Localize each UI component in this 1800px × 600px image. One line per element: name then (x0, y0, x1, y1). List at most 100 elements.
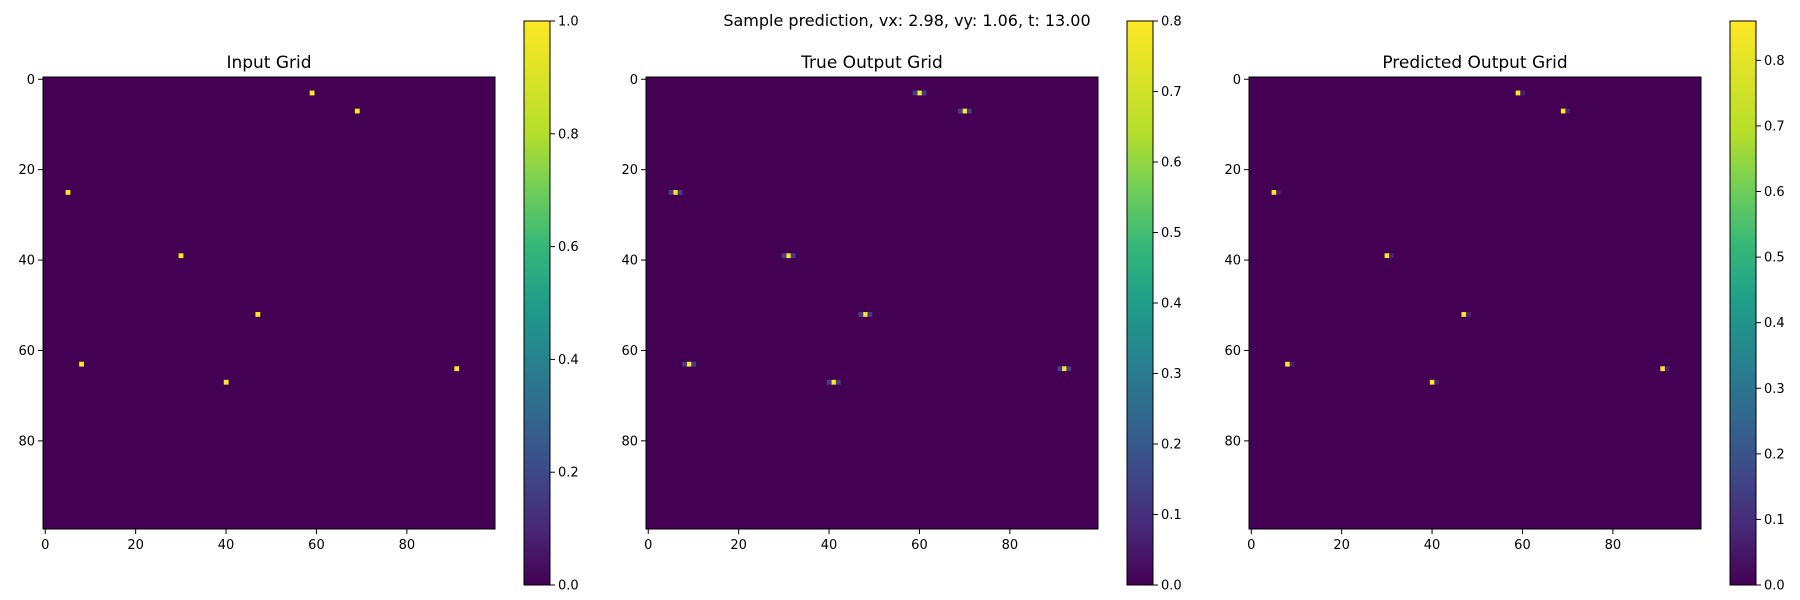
x-tick-label: 40 (218, 538, 235, 553)
heatmap-cell (65, 190, 71, 195)
x-tick-label: 20 (730, 538, 747, 553)
y-tick-label: 60 (18, 344, 35, 359)
axes-frame (1248, 76, 1702, 530)
x-tick-label: 80 (399, 538, 416, 553)
heatmap-background (646, 77, 1098, 529)
panel-title: Input Grid (226, 53, 311, 73)
heatmap-cell (1664, 366, 1670, 372)
heatmap-cell (178, 253, 184, 259)
heatmap-cell (255, 312, 261, 317)
colorbar (524, 21, 550, 585)
x-tick-label: 40 (821, 538, 838, 553)
heatmap-cell (867, 312, 873, 317)
colorbar-tick-label: 0.4 (1764, 316, 1785, 331)
colorbar-tick-label: 0.8 (1161, 15, 1182, 30)
heatmap-cell (1660, 366, 1666, 372)
colorbar-tick-label: 0.1 (1161, 508, 1182, 523)
x-tick-label: 80 (1605, 538, 1622, 553)
heatmap-cell (79, 361, 84, 367)
heatmap-cell (1066, 366, 1072, 372)
panel-title: True Output Grid (800, 53, 943, 73)
heatmap-cell (677, 190, 683, 195)
colorbar-tick-label: 0.7 (1161, 85, 1182, 100)
y-tick-label: 60 (1224, 344, 1241, 359)
colorbar-tick-label: 0.3 (1161, 367, 1182, 382)
axes-frame (645, 76, 1099, 530)
colorbar-tick-label: 0.5 (1764, 251, 1785, 266)
x-tick-label: 60 (911, 538, 928, 553)
x-tick-label: 40 (1424, 538, 1441, 553)
heatmap-cell (223, 379, 229, 385)
heatmap-cell (454, 366, 460, 372)
heatmap-cell (1520, 90, 1526, 96)
heatmap-cell (831, 379, 837, 385)
colorbar (1730, 21, 1756, 585)
heatmap-cell (835, 379, 841, 385)
heatmap-cell (781, 253, 787, 259)
heatmap-background (43, 77, 495, 529)
heatmap-cell (912, 90, 918, 96)
x-tick-label: 0 (1247, 538, 1255, 553)
heatmap-cell (1057, 366, 1063, 372)
heatmap-cell (1271, 190, 1277, 195)
colorbar-tick-label: 0.2 (558, 466, 579, 481)
heatmap-cell (1461, 312, 1467, 317)
heatmap-cell (354, 108, 360, 114)
colorbar-tick-label: 0.2 (1161, 438, 1182, 453)
heatmap-cell (1061, 366, 1067, 372)
heatmap-cell (786, 253, 791, 259)
y-tick-label: 40 (621, 254, 638, 269)
heatmap-cell (858, 312, 864, 317)
heatmap-cell (1429, 379, 1435, 385)
heatmap-cell (673, 190, 678, 195)
y-tick-label: 0 (1233, 73, 1241, 88)
colorbar-frame (523, 20, 551, 586)
colorbar-tick-label: 0.6 (558, 240, 579, 255)
heatmap-cell (309, 90, 315, 96)
heatmap-background (1249, 77, 1701, 529)
heatmap-cell (862, 312, 868, 317)
panel-3: Predicted Output Grid 0 20 40 60 80 0 20 40 60 80 0… (1224, 20, 1785, 594)
colorbar-tick-label: 0.1 (1764, 513, 1785, 528)
heatmap-cell (1389, 253, 1394, 259)
y-tick-label: 20 (621, 163, 638, 178)
y-tick-label: 80 (18, 434, 35, 449)
y-tick-label: 20 (18, 163, 35, 178)
heatmap-cell (966, 108, 972, 114)
colorbar-tick-label: 0.0 (1764, 579, 1785, 594)
heatmap-cell (921, 90, 927, 96)
axes-frame (42, 76, 496, 530)
colorbar-tick-label: 0.5 (1161, 226, 1182, 241)
colorbar-tick-label: 0.0 (1161, 579, 1182, 594)
y-tick-label: 40 (18, 254, 35, 269)
x-tick-label: 0 (41, 538, 49, 553)
x-tick-label: 0 (644, 538, 652, 553)
heatmap-cell (1384, 253, 1390, 259)
heatmap-cell (1560, 108, 1566, 114)
colorbar-tick-label: 0.8 (1764, 54, 1785, 69)
y-tick-label: 60 (621, 344, 638, 359)
colorbar-tick-label: 0.2 (1764, 447, 1785, 462)
y-tick-label: 40 (1224, 254, 1241, 269)
heatmap-cell (1515, 90, 1521, 96)
heatmap-cell (1565, 108, 1571, 114)
x-tick-label: 60 (308, 538, 325, 553)
colorbar-tick-label: 0.8 (558, 127, 579, 142)
heatmap-cell (957, 108, 963, 114)
heatmap-cell (691, 361, 697, 367)
heatmap-cell (962, 108, 968, 114)
y-tick-label: 0 (27, 73, 35, 88)
colorbar-tick-label: 0.6 (1161, 156, 1182, 171)
heatmap-cell (668, 190, 674, 195)
panel-title: Predicted Output Grid (1382, 53, 1567, 73)
colorbar-tick-label: 0.3 (1764, 382, 1785, 397)
colorbar-tick-label: 0.4 (1161, 297, 1182, 312)
panel-1: Input Grid 0 20 40 60 80 0 20 40 60 80 0.0 0.2 0.4 0.6… (18, 15, 578, 594)
heatmap-cell (826, 379, 832, 385)
colorbar-tick-label: 0.0 (558, 579, 579, 594)
colorbar (1127, 21, 1153, 585)
figure-suptitle: Sample prediction, vx: 2.98, vy: 1.06, t… (723, 11, 1090, 30)
x-tick-label: 60 (1514, 538, 1531, 553)
heatmap-cell (686, 361, 692, 367)
